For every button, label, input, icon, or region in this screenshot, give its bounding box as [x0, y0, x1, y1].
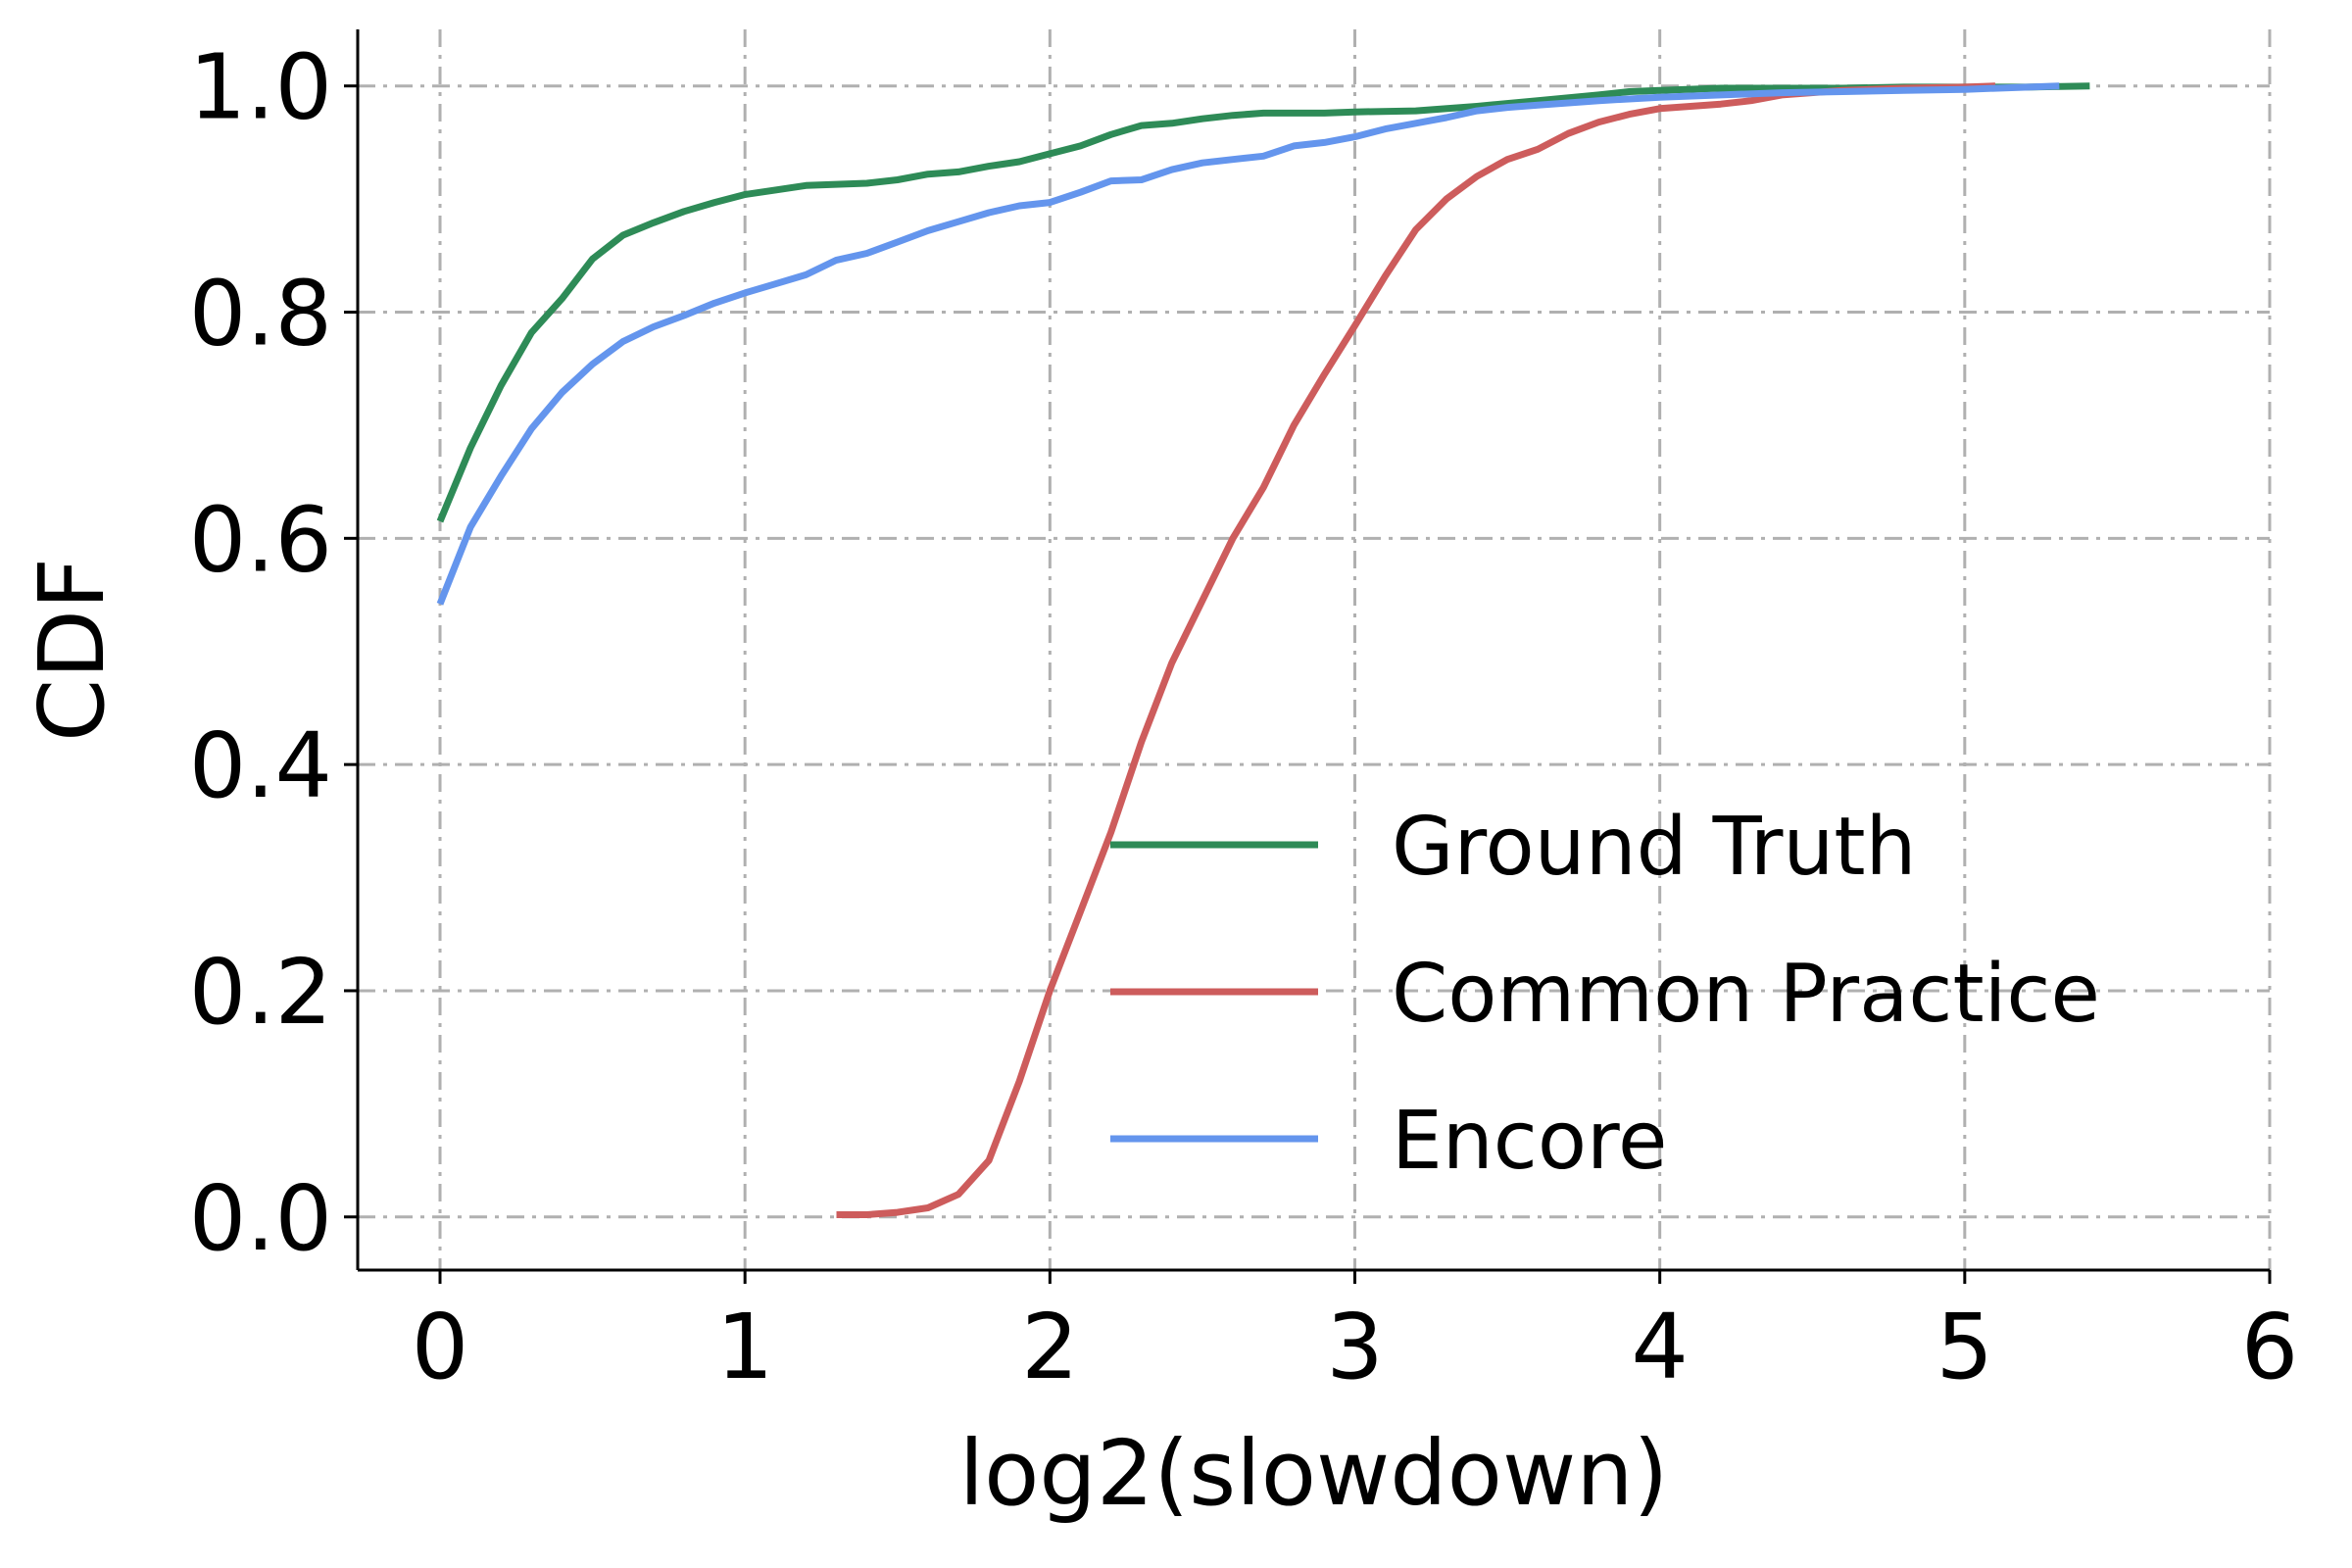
- series-lines: [436, 82, 2090, 1218]
- y-tick-label: 0.2: [189, 940, 332, 1045]
- x-tick-label: 3: [1326, 1295, 1384, 1399]
- y-tick-label: 1.0: [189, 35, 332, 140]
- x-axis-title: log2(slowdown): [959, 1421, 1669, 1526]
- y-tick-label: 0.8: [189, 262, 332, 367]
- grid-lines: [358, 29, 2272, 1270]
- legend-label-common-practice: Common Practice: [1392, 948, 2100, 1041]
- y-tick-label: 0.6: [189, 487, 332, 592]
- series-line-ground-truth: [436, 82, 2090, 523]
- series-line-common-practice: [836, 82, 1996, 1218]
- axis-ticks: 0 1 2 3 4 5 6 0.0 0.2 0.4 0.6 0.8 1.0: [189, 35, 2299, 1399]
- x-tick-label: 0: [412, 1295, 469, 1399]
- legend-label-ground-truth: Ground Truth: [1392, 801, 1917, 894]
- x-tick-label: 6: [2241, 1295, 2299, 1399]
- x-tick-label: 4: [1631, 1295, 1689, 1399]
- legend-label-encore: Encore: [1392, 1095, 1667, 1188]
- legend: Ground Truth Common Practice Encore: [1110, 801, 2100, 1188]
- x-tick-label: 5: [1936, 1295, 1994, 1399]
- y-tick-label: 0.0: [189, 1166, 332, 1271]
- series-line-encore: [436, 82, 2060, 606]
- axes: [356, 29, 2270, 1272]
- y-axis-title: CDF: [20, 558, 124, 742]
- x-tick-label: 2: [1021, 1295, 1079, 1399]
- y-tick-label: 0.4: [189, 713, 332, 818]
- x-tick-label: 1: [716, 1295, 774, 1399]
